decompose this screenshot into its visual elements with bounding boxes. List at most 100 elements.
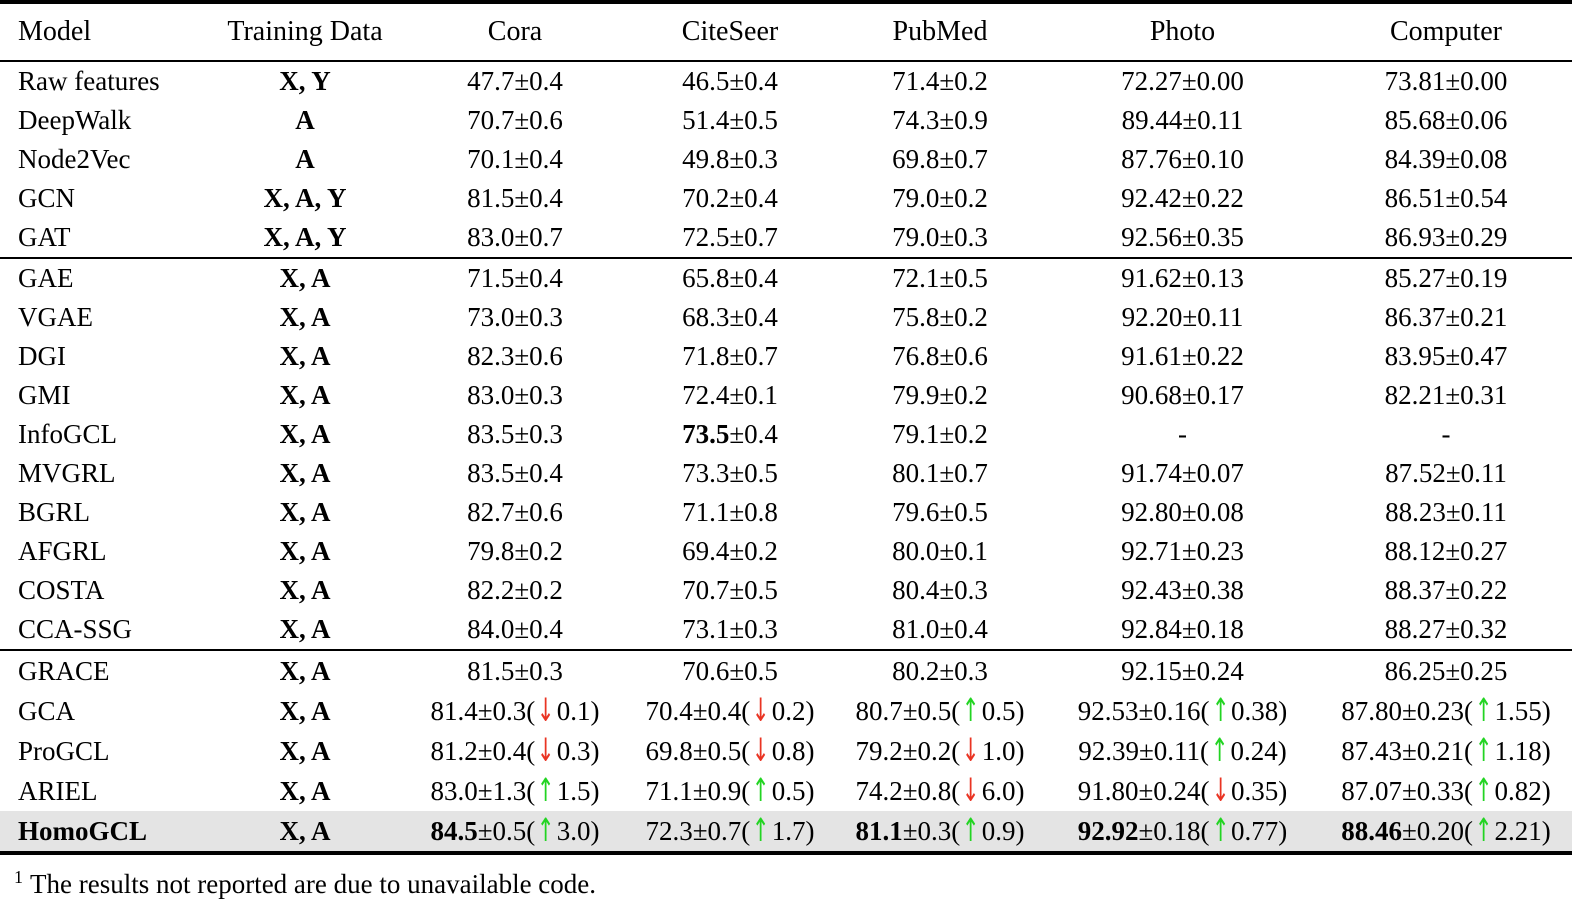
photo-score: - [1178, 419, 1187, 449]
pubmed-score: 81.1±0.3(↑0.9) [855, 811, 1025, 850]
up-arrow-icon: ↑ [1211, 691, 1230, 730]
column-header-training-data: Training Data [227, 16, 383, 47]
pubmed-score: 81.0±0.4 [892, 614, 988, 644]
score-value: 68.3 [682, 302, 730, 332]
down-arrow-icon: ↓ [537, 691, 555, 730]
training-data-value: X, A [279, 655, 331, 686]
up-arrow-icon: ↑ [1474, 771, 1493, 810]
score-value: 86.37 [1384, 302, 1446, 332]
table-row-dgi: DGI X, A 82.3±0.6 71.8±0.7 76.8±0.6 91.61±0.2… [0, 337, 1572, 376]
score-value: 83.95 [1384, 341, 1446, 371]
pubmed-score: 80.2±0.3 [892, 655, 988, 686]
model-name: VGAE [18, 302, 93, 332]
pubmed-score: 79.0±0.3 [892, 222, 988, 252]
training-data-value: X, A [279, 536, 331, 566]
score-value: 79.9 [892, 380, 940, 410]
score-value: 85.27 [1384, 263, 1446, 293]
down-arrow-icon: ↓ [1211, 771, 1230, 810]
training-data-value: X, A [279, 380, 331, 410]
score-value: 73.81 [1384, 66, 1446, 96]
up-arrow-icon: ↑ [752, 771, 770, 810]
bottom-rule [0, 851, 1572, 855]
table-row-gca: GCA X, A 81.4±0.3(↓0.1) 70.4±0.4(↓0.2) 80.7±… [0, 691, 1572, 731]
column-header-model: Model [18, 16, 92, 47]
pubmed-score: 80.0±0.1 [892, 536, 988, 566]
score-value: 79.0 [892, 183, 940, 213]
cora-score: 84.0±0.4 [467, 614, 563, 644]
up-arrow-icon: ↑ [752, 811, 770, 850]
citeseer-score: 49.8±0.3 [682, 144, 778, 174]
score-value: 82.3 [467, 341, 515, 371]
score-value: 72.4 [682, 380, 730, 410]
table-row-ariel: ARIEL X, A 83.0±1.3(↑1.5) 71.1±0.9(↑0.5) 74.… [0, 771, 1572, 811]
citeseer-score: 68.3±0.4 [682, 302, 778, 332]
score-value: 79.2 [855, 735, 903, 766]
score-value: 92.71 [1121, 536, 1182, 566]
score-value: 92.20 [1121, 302, 1183, 332]
score-value: 75.8 [892, 302, 940, 332]
computer-score: 88.27±0.32 [1384, 614, 1508, 644]
score-value: 85.68 [1384, 105, 1446, 135]
cora-score: 83.0±1.3(↑1.5) [430, 771, 600, 810]
score-value: 70.6 [682, 655, 730, 686]
citeseer-score: 70.7±0.5 [682, 575, 778, 605]
score-value: 83.5 [467, 419, 515, 449]
training-data-value: X, A [279, 575, 331, 605]
footnote-marker: 1 [14, 867, 23, 887]
photo-score: 92.42±0.22 [1121, 183, 1244, 213]
score-value: 86.93 [1384, 222, 1446, 252]
score-value: 92.53 [1077, 695, 1139, 726]
cora-score: 71.5±0.4 [467, 263, 563, 293]
computer-score: 73.81±0.00 [1384, 66, 1508, 96]
training-data-value: X, A [279, 419, 331, 449]
score-value: 92.92 [1077, 815, 1139, 846]
table-row-vgae: VGAE X, A 73.0±0.3 68.3±0.4 75.8±0.2 92.20±0.… [0, 298, 1572, 337]
citeseer-score: 69.4±0.2 [682, 536, 778, 566]
table-row-mvgrl: MVGRL X, A 83.5±0.4 73.3±0.5 80.1±0.7 91.74±0… [0, 454, 1572, 493]
score-value: 84.5 [430, 815, 478, 846]
cora-score: 82.3±0.6 [467, 341, 563, 371]
score-value: 74.3 [892, 105, 940, 135]
pubmed-score: 76.8±0.6 [892, 341, 988, 371]
training-data-value: X, A [279, 497, 331, 527]
model-name: GCN [18, 183, 76, 213]
computer-score: 88.37±0.22 [1384, 575, 1508, 605]
cora-score: 83.5±0.3 [467, 419, 563, 449]
photo-score: 92.56±0.35 [1121, 222, 1244, 252]
citeseer-score: 72.5±0.7 [682, 222, 778, 252]
down-arrow-icon: ↓ [752, 691, 770, 730]
photo-score: 92.84±0.18 [1121, 614, 1244, 644]
score-value: 91.61 [1121, 341, 1182, 371]
score-value: 92.42 [1121, 183, 1182, 213]
score-value: 69.4 [682, 536, 730, 566]
training-data-value: X, A [279, 302, 331, 332]
pubmed-score: 71.4±0.2 [892, 66, 988, 96]
score-value: 72.3 [645, 815, 693, 846]
computer-score: 88.23±0.11 [1385, 497, 1507, 527]
pubmed-score: 80.7±0.5(↑0.5) [855, 691, 1025, 730]
score-value: 81.5 [467, 655, 515, 686]
pubmed-score: 72.1±0.5 [892, 263, 988, 293]
score-value: 73.5 [682, 419, 730, 449]
score-value: 74.2 [855, 775, 903, 806]
score-value: 83.0 [430, 775, 478, 806]
score-value: 80.4 [892, 575, 940, 605]
model-name: AFGRL [18, 536, 107, 566]
computer-score: 87.43±0.21(↑1.18) [1341, 731, 1551, 770]
citeseer-score: 71.1±0.9(↑0.5) [645, 771, 815, 810]
training-data-value: X, A [279, 695, 331, 726]
table-row-node2vec: Node2Vec A 70.1±0.4 49.8±0.3 69.8±0.7 87.76±0… [0, 140, 1572, 179]
score-value: 71.5 [467, 263, 515, 293]
table-row-gcn: GCN X, A, Y 81.5±0.4 70.2±0.4 79.0±0.2 92.42±… [0, 179, 1572, 218]
score-value: 70.2 [682, 183, 730, 213]
training-data-value: X, A, Y [263, 222, 347, 252]
table-section-2: GAE X, A 71.5±0.4 65.8±0.4 72.1±0.5 91.62±0.1… [0, 259, 1572, 649]
pubmed-score: 79.6±0.5 [892, 497, 988, 527]
score-value: 91.74 [1121, 458, 1182, 488]
computer-score: 83.95±0.47 [1384, 341, 1508, 371]
up-arrow-icon: ↑ [1210, 731, 1229, 770]
computer-score: 82.21±0.31 [1384, 380, 1508, 410]
citeseer-score: 65.8±0.4 [682, 263, 778, 293]
cora-score: 84.5±0.5(↑3.0) [430, 811, 600, 850]
training-data-value: X, A [279, 735, 331, 766]
